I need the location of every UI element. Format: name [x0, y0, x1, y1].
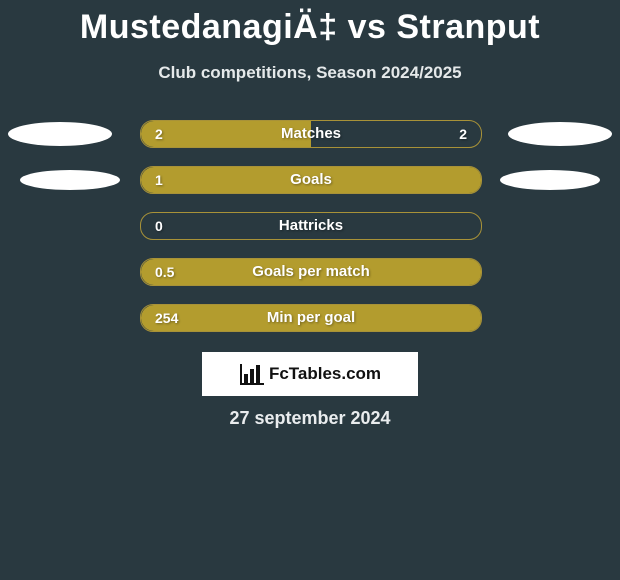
- page-subtitle: Club competitions, Season 2024/2025: [0, 63, 620, 83]
- comparison-infographic: MustedanagiÄ‡ vs Stranput Club competiti…: [0, 0, 620, 580]
- generated-date: 27 september 2024: [0, 408, 620, 429]
- stat-row: 254 Min per goal: [0, 295, 620, 341]
- stat-row: 0 Hattricks: [0, 203, 620, 249]
- fctables-badge[interactable]: FcTables.com: [202, 352, 418, 396]
- stat-row: 0.5 Goals per match: [0, 249, 620, 295]
- stat-name: Goals per match: [141, 259, 481, 285]
- stat-bar: 2 Matches 2: [140, 120, 482, 148]
- stat-bar: 254 Min per goal: [140, 304, 482, 332]
- bar-chart-icon: [239, 363, 265, 385]
- stat-row: 1 Goals: [0, 157, 620, 203]
- player2-shadow-icon: [508, 122, 612, 146]
- page-title: MustedanagiÄ‡ vs Stranput: [0, 0, 620, 47]
- stat-row: 2 Matches 2: [0, 111, 620, 157]
- player1-shadow-icon: [8, 122, 112, 146]
- stat-name: Matches: [141, 121, 481, 147]
- player2-shadow-icon: [500, 170, 600, 190]
- player1-shadow-icon: [20, 170, 120, 190]
- stat-rows: 2 Matches 2 1 Goals 0 Hattricks: [0, 111, 620, 341]
- stat-name: Goals: [141, 167, 481, 193]
- stat-bar: 0 Hattricks: [140, 212, 482, 240]
- stat-value-right: 2: [459, 121, 467, 147]
- stat-name: Hattricks: [141, 213, 481, 239]
- stat-bar: 1 Goals: [140, 166, 482, 194]
- stat-name: Min per goal: [141, 305, 481, 331]
- stat-bar: 0.5 Goals per match: [140, 258, 482, 286]
- badge-text: FcTables.com: [269, 364, 381, 384]
